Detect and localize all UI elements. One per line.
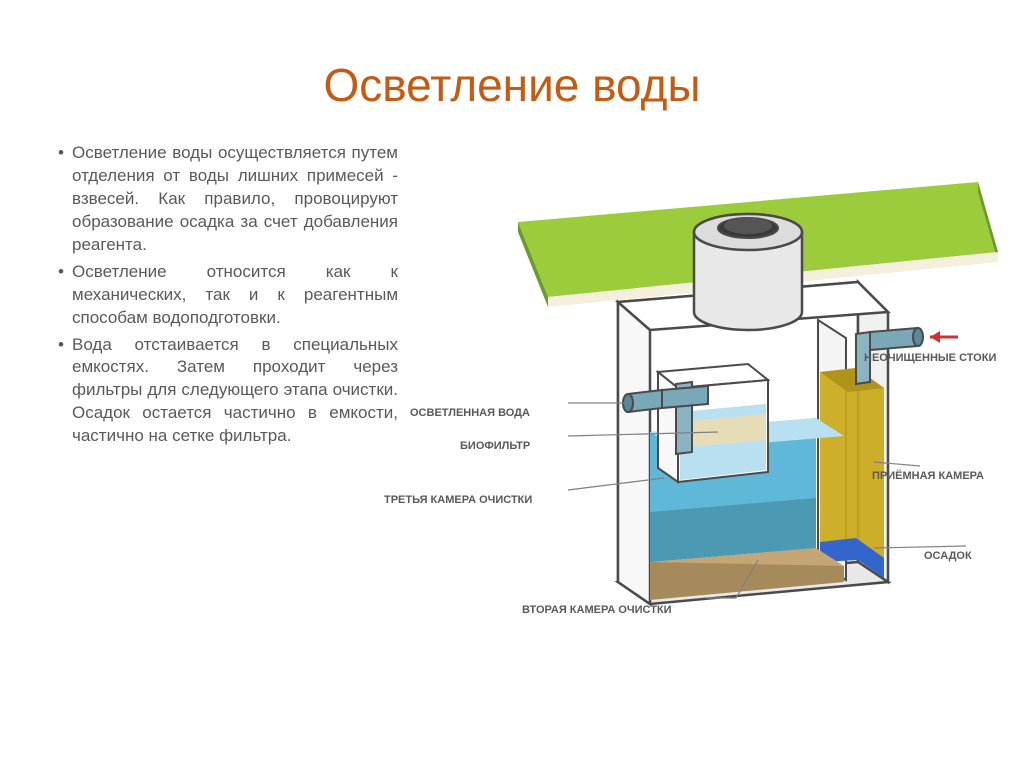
bullet-3: Вода отстаивается в специальных емкостях… <box>58 334 398 449</box>
page-title: Осветление воды <box>0 0 1024 132</box>
inlet-arrow <box>930 331 958 343</box>
label-priemnaya: ПРИЁМНАЯ КАМЕРА <box>872 470 984 482</box>
septic-diagram <box>418 122 998 682</box>
riser <box>694 214 802 330</box>
diagram-column: ОСВЕТЛЕННАЯ ВОДА БИОФИЛЬТР ТРЕТЬЯ КАМЕРА… <box>398 132 1004 692</box>
label-vtoraya: ВТОРАЯ КАМЕРА ОЧИСТКИ <box>522 604 672 616</box>
label-neochischennye: НЕОЧИЩЕННЫЕ СТОКИ <box>864 352 996 364</box>
label-biofilter: БИОФИЛЬТР <box>460 440 530 452</box>
label-osvetlennaya: ОСВЕТЛЕННАЯ ВОДА <box>410 407 530 419</box>
bullet-1: Осветление воды осуществляется путем отд… <box>58 142 398 257</box>
third-chamber <box>658 364 768 482</box>
text-column: Осветление воды осуществляется путем отд… <box>58 132 398 692</box>
content-row: Осветление воды осуществляется путем отд… <box>0 132 1024 692</box>
label-tretya: ТРЕТЬЯ КАМЕРА ОЧИСТКИ <box>384 494 532 506</box>
label-osadok: ОСАДОК <box>924 550 972 562</box>
bullet-2: Осветление относится как к механических,… <box>58 261 398 330</box>
